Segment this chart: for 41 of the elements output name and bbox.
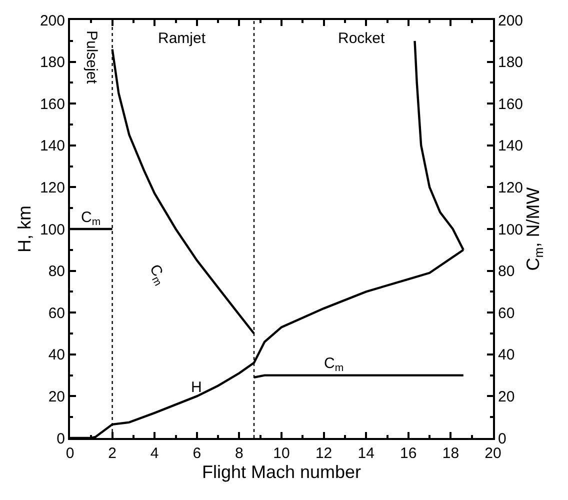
y2-tick-label: 140 bbox=[498, 138, 524, 155]
annotation: Pulsejet bbox=[82, 30, 100, 85]
y-tick-label: 140 bbox=[40, 138, 65, 155]
x-tick-label: 16 bbox=[400, 445, 417, 462]
y-tick-label: 0 bbox=[56, 430, 65, 448]
y2-tick-label: 200 bbox=[498, 12, 524, 30]
series-label: C$_{m}$ bbox=[324, 355, 344, 374]
y2-tick-label: 120 bbox=[498, 179, 524, 196]
y-tick-label: 200 bbox=[40, 12, 65, 30]
y-tick-label: 40 bbox=[48, 346, 65, 364]
y2-tick-label: 60 bbox=[498, 304, 515, 322]
y2-tick-label: 100 bbox=[498, 221, 524, 238]
y-tick-label: 160 bbox=[40, 96, 65, 113]
x-tick-label: 14 bbox=[358, 445, 374, 462]
legend-label: C$_{m}$ bbox=[81, 209, 101, 228]
x-tick-label: 6 bbox=[192, 445, 202, 462]
text: , N/MW bbox=[523, 187, 544, 248]
x-tick-label: 20 bbox=[484, 445, 502, 462]
annotation: Rocket bbox=[338, 30, 386, 47]
y2-tick-label: 160 bbox=[498, 96, 524, 113]
y2-tick-label: 40 bbox=[498, 346, 515, 364]
y-tick-label: 100 bbox=[40, 221, 65, 238]
x-tick-label: 10 bbox=[273, 445, 290, 462]
y-tick-label: 120 bbox=[40, 179, 65, 196]
y2-tick-label: 80 bbox=[498, 263, 515, 280]
x-tick-label: 12 bbox=[315, 445, 332, 462]
y-tick-label: 80 bbox=[48, 263, 65, 280]
y-axis-title: H, km bbox=[14, 206, 35, 252]
y-tick-label: 20 bbox=[48, 388, 65, 406]
x-tick-label: 8 bbox=[235, 445, 244, 462]
x-tick-label: 18 bbox=[442, 445, 460, 462]
x-axis-title: Flight Mach number bbox=[202, 462, 362, 482]
y2-tick-label: 20 bbox=[498, 388, 515, 406]
x-tick-label: 4 bbox=[150, 445, 159, 462]
y2-tick-label: 0 bbox=[498, 430, 506, 448]
series-label: H bbox=[191, 379, 202, 396]
annotation: Ramjet bbox=[158, 30, 206, 47]
y2-tick-label: 180 bbox=[498, 54, 524, 72]
x-tick-label: 2 bbox=[108, 445, 116, 462]
y-tick-label: 60 bbox=[48, 304, 65, 322]
y-tick-label: 180 bbox=[40, 54, 65, 72]
